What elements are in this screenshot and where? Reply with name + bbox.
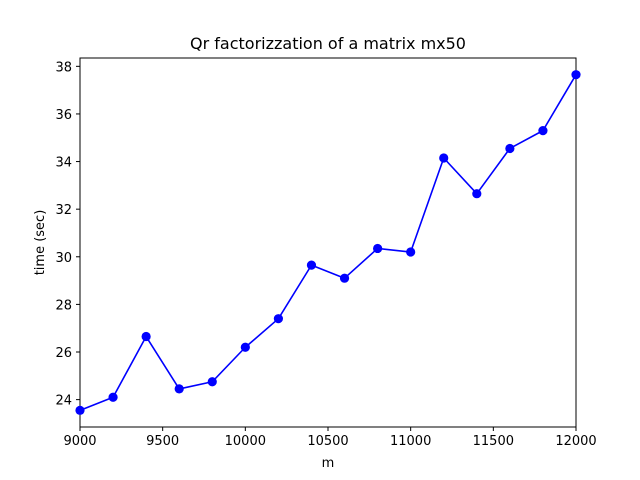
y-tick-label: 38: [55, 60, 72, 75]
x-tick-label: 11000: [390, 434, 431, 449]
y-tick-label: 34: [55, 156, 72, 171]
y-tick-label: 28: [55, 298, 72, 313]
data-point: [141, 331, 151, 342]
series-layer: [75, 70, 581, 415]
data-point: [108, 392, 118, 402]
data-point: [373, 243, 383, 254]
data-point: [505, 143, 515, 154]
data-point: [538, 126, 548, 136]
y-tick-label: 24: [55, 394, 72, 409]
x-tick-label: 9000: [63, 434, 96, 449]
data-point: [472, 189, 482, 199]
data-point: [75, 405, 85, 415]
x-tick-label: 9500: [146, 434, 179, 449]
data-point: [174, 384, 184, 394]
data-point: [571, 70, 581, 80]
data-point: [207, 377, 217, 387]
x-axis: 9000 9500 10000 10500 11000 11500 12000: [63, 427, 597, 449]
y-axis: 24 26 28 30 32 34 36 38: [55, 60, 80, 409]
y-tick-label: 32: [55, 203, 72, 218]
data-point: [273, 314, 283, 324]
series-line: [79, 74, 577, 412]
data-point: [439, 153, 449, 163]
x-tick-label: 10000: [225, 434, 266, 449]
x-axis-title: m: [322, 456, 335, 471]
x-tick-label: 11500: [473, 434, 514, 449]
x-tick-label: 10500: [307, 434, 348, 449]
x-tick-label: 12000: [555, 434, 596, 449]
y-tick-label: 26: [55, 346, 72, 361]
chart-title: Qr factorizzation of a matrix mx50: [190, 34, 466, 53]
data-point: [339, 273, 350, 283]
y-tick-label: 36: [55, 108, 72, 123]
data-point: [406, 247, 416, 257]
y-axis-title: time (sec): [33, 210, 48, 276]
data-point: [306, 260, 317, 270]
data-point: [240, 342, 250, 352]
y-tick-label: 30: [55, 251, 72, 266]
